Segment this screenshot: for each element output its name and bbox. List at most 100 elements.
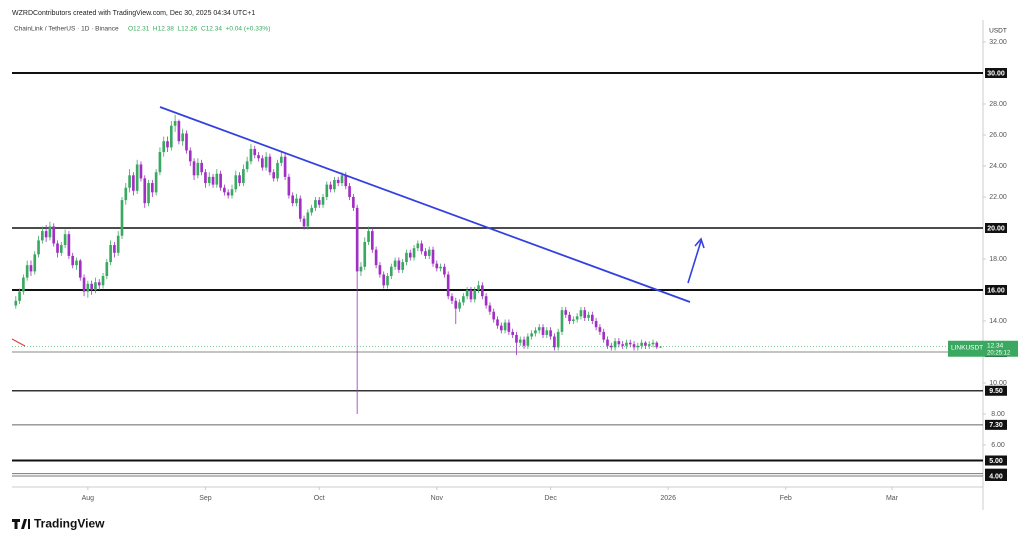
candle-body [264,156,268,168]
level-label-box [985,68,1007,79]
candle-body [188,150,192,162]
candle-body [48,226,52,238]
candle-body [226,192,230,196]
y-tick-label: 28.00 [989,101,1007,108]
candle-body [606,339,609,346]
candle-body [526,336,530,346]
x-tick-label: Sep [199,495,212,502]
candle-body [420,243,423,252]
candle-body [219,173,222,188]
candle-body [207,176,211,184]
candle-body [101,276,105,286]
candle-body [287,176,291,196]
candle-body [321,197,325,205]
candle-body [389,266,393,277]
candle-body [355,207,359,272]
candle-body [158,152,162,173]
candle-body [253,148,257,156]
candle-body [401,262,405,270]
candle-body [462,296,465,303]
candle-body [359,266,363,272]
candle-body [333,179,336,190]
candle-body [242,169,245,184]
candle-body [469,290,473,300]
candle-body [238,175,241,184]
candle-body [405,252,408,263]
candle-body [644,342,647,346]
candle-body [625,342,628,346]
candle-body [249,148,253,162]
candle-body [435,263,439,269]
candle-body [450,296,454,301]
candle-body [522,339,526,346]
candle-body [659,346,662,348]
logo: TradingView [12,517,105,531]
candle-body [113,245,116,253]
candle-body [594,321,598,328]
candle-body [636,345,640,348]
candle-body [298,198,302,219]
candle-body [499,325,503,331]
candle-body [640,342,643,346]
candle-body [59,245,63,253]
candle-body [22,277,25,292]
candle-body [314,200,317,208]
level-label: 4.00 [989,473,1003,480]
candle-body [135,164,139,191]
candle-body [33,254,37,272]
candle-body [613,341,617,348]
level-label: 16.00 [987,287,1005,294]
candle-body [579,310,583,317]
candle-body [386,276,389,286]
candle-body [215,173,219,185]
candle-body [590,314,594,322]
candle-body [97,282,101,286]
y-tick-label: 6.00 [991,442,1005,449]
candle-body [408,252,412,258]
candle-body [553,336,556,348]
x-tick-label: Dec [544,495,557,502]
candle-body [537,327,541,331]
candle-body [94,282,97,291]
candle-body [25,265,29,278]
candle-body [29,265,33,272]
level-label-box [985,223,1007,234]
candle-body [549,330,552,337]
candle-body [412,248,416,258]
candle-body [272,172,276,179]
candle-body [378,265,382,275]
candle-body [211,176,215,185]
candle-body [268,156,272,173]
trend-line [159,106,691,303]
candle-body [541,327,545,335]
candle-body [515,334,518,343]
symbol: ChainLink / TetherUS · 1D · Binance [14,26,119,33]
candle-body [503,322,507,331]
candle-body [230,189,234,196]
candle-body [181,133,185,142]
candle-body [572,319,575,322]
candle-body [151,183,154,193]
candle-body [431,249,435,264]
candle-body [177,121,181,142]
candle-body [397,260,401,270]
last-price-box [948,340,1018,357]
candle-body [257,155,260,159]
candle-body [545,330,549,335]
candle-body [583,310,587,318]
candle-body [295,198,298,204]
x-tick-label: Mar [886,495,899,502]
candle-body [56,243,59,253]
y-tick-label: 24.00 [989,163,1007,170]
candle-body [560,310,564,332]
candle-body [511,331,514,335]
candle-body [344,175,348,187]
candle-body [185,133,188,151]
candle-body [393,260,397,267]
candle-body [628,342,632,345]
candle-body [279,156,283,163]
candle-body [481,285,484,297]
candle-body [67,234,71,256]
candle-body [14,300,18,306]
